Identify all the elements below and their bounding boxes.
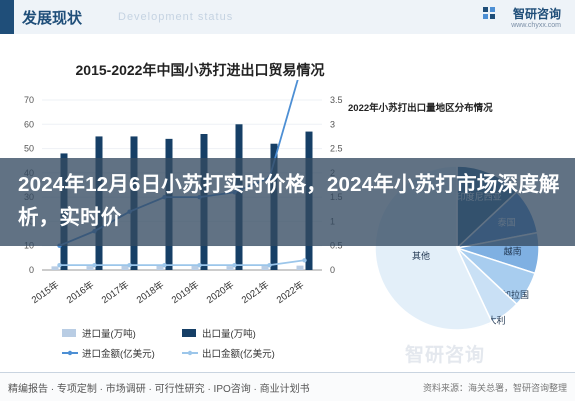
line-point [267,262,272,268]
legend-label: 进口量(万吨) [82,328,136,340]
legend-swatch [62,329,76,337]
y2-tick-label: 3 [330,119,335,129]
y-tick-label: 50 [24,144,34,154]
x-tick-label: 2016年 [64,278,96,306]
line-point [92,262,97,268]
bar-import-volume [296,265,304,270]
headline-text: 2024年12月6日小苏打实时价格，2024年小苏打市场深度解析，实时价 [18,173,560,229]
bar-import-volume [86,266,94,270]
y-tick-label: 60 [24,119,34,129]
x-tick-label: 2022年 [274,278,306,306]
bar-import-volume [261,265,269,270]
bar-import-volume [156,265,164,270]
watermark: 智研咨询 [405,345,486,366]
legend-label: 出口量(万吨) [202,328,256,340]
brand-name: 智研咨询 [512,7,561,21]
legend-swatch-dot [187,350,193,356]
y2-tick-label: 0 [330,265,335,275]
x-tick-label: 2017年 [99,278,131,306]
legend-label: 进口金额(亿美元) [82,348,155,360]
y2-tick-label: 2.5 [330,144,343,154]
bar-import-volume [191,265,199,270]
pie-chart-title: 2022年小苏打出口量地区分布情况 [348,103,493,114]
line-export-value [59,259,305,267]
x-tick-label: 2015年 [29,278,61,306]
y2-tick-label: 3.5 [330,95,343,105]
y-tick-label: 70 [24,95,34,105]
bar-import-volume [51,266,59,270]
bar-import-volume [121,265,129,270]
header-accent-bar [0,0,14,34]
x-tick-label: 2021年 [239,278,271,306]
header-title: 发展现状 [22,10,83,27]
brand: 智研咨询 www.chyxx.com [511,5,561,29]
pie-label: 孟加拉国 [493,289,529,300]
line-point [162,262,167,268]
header-subtitle: Development status [118,11,234,23]
pie-label: 越南 [504,246,522,257]
x-tick-label: 2020年 [204,278,236,306]
bar-import-volume [226,266,234,270]
legend-label: 出口金额(亿美元) [202,348,275,360]
line-point [232,262,237,268]
bar-chart-title: 2015-2022年中国小苏打进出口贸易情况 [75,62,325,78]
footer: 精编报告 · 专项定制 · 市场调研 · 可行性研究 · IPO咨询 · 商业计… [0,372,575,401]
line-point [197,262,202,268]
pie-label: 意大利 [479,315,506,326]
header: 发展现状 Development status 智研咨询 www.chyxx.c… [0,0,575,34]
line-point [127,262,132,268]
line-point [302,258,307,263]
x-tick-label: 2018年 [134,278,166,306]
brand-url: www.chyxx.com [511,22,561,29]
x-tick-label: 2019年 [169,278,201,306]
y-tick-label: 0 [29,265,34,275]
legend-swatch-dot [67,350,73,356]
headline-banner: 2024年12月6日小苏打实时价格，2024年小苏打市场深度解析，实时价 [0,158,575,246]
data-source: 资料来源：海关总署，智研咨询整理 [422,383,567,393]
brand-logo-icon [483,7,495,19]
legend-swatch [182,329,196,337]
pie-label: 其他 [412,250,430,261]
footer-services: 精编报告 · 专项定制 · 市场调研 · 可行性研究 · IPO咨询 · 商业计… [8,384,310,395]
line-point [57,262,62,268]
